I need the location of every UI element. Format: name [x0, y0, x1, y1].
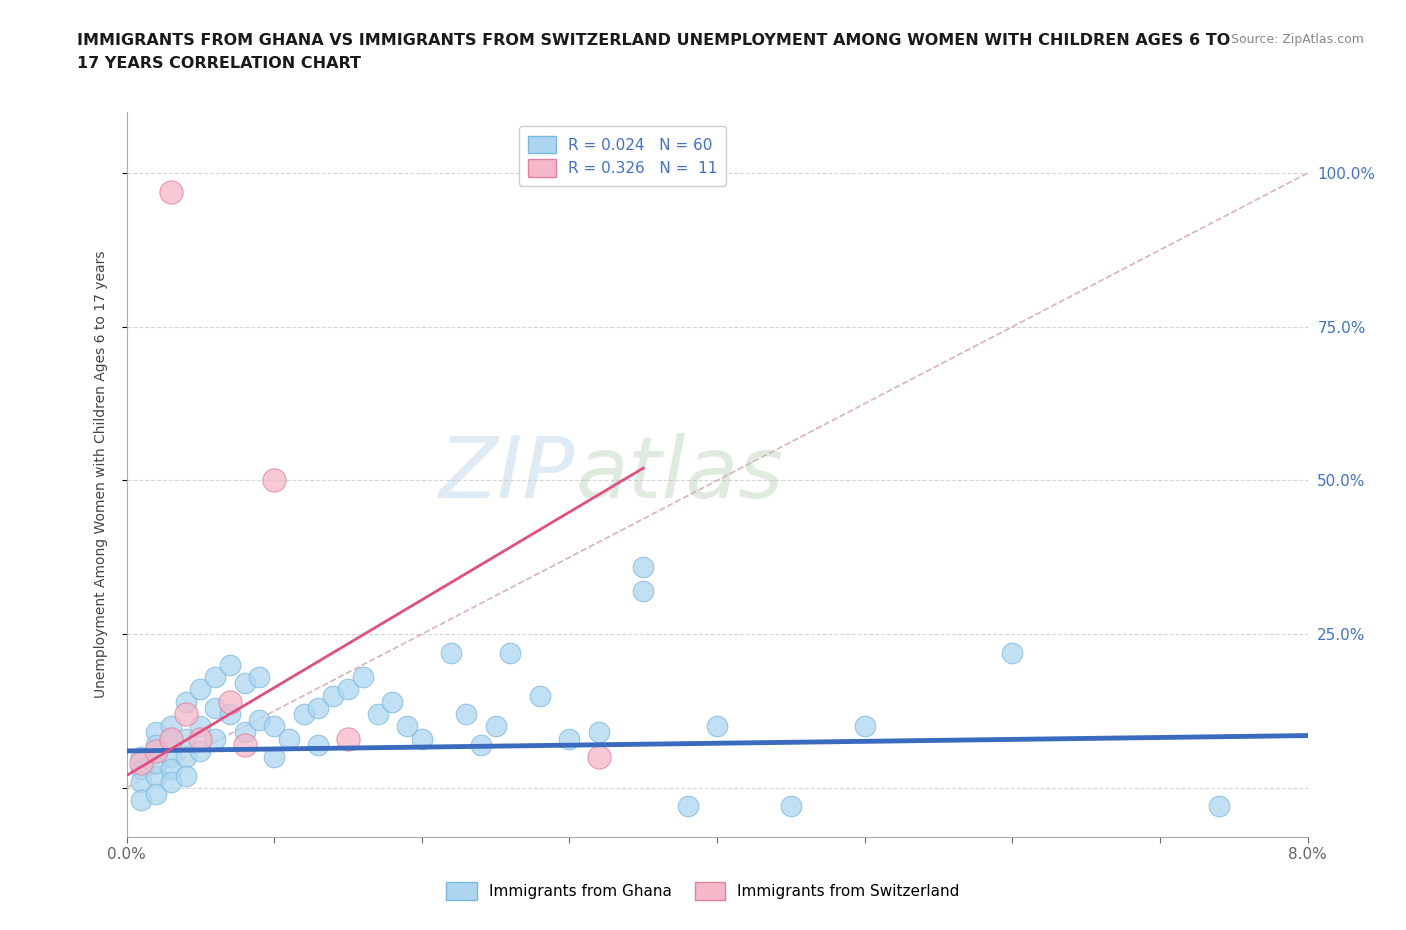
Text: ZIP: ZIP	[439, 432, 575, 516]
Point	[129, 750, 153, 764]
Point	[588, 750, 610, 764]
Point	[1001, 645, 1024, 660]
Point	[188, 731, 212, 746]
Point	[219, 707, 242, 722]
Point	[174, 707, 197, 722]
Legend: R = 0.024   N = 60, R = 0.326   N =  11: R = 0.024 N = 60, R = 0.326 N = 11	[519, 126, 727, 186]
Point	[188, 743, 212, 758]
Point	[160, 731, 183, 746]
Point	[484, 719, 508, 734]
Point	[633, 559, 655, 574]
Point	[558, 731, 581, 746]
Point	[396, 719, 419, 734]
Point	[278, 731, 301, 746]
Point	[145, 737, 167, 752]
Point	[160, 184, 183, 199]
Point	[633, 584, 655, 599]
Point	[204, 670, 226, 684]
Point	[337, 682, 360, 697]
Point	[676, 799, 699, 814]
Point	[145, 768, 167, 783]
Y-axis label: Unemployment Among Women with Children Ages 6 to 17 years: Unemployment Among Women with Children A…	[94, 250, 108, 698]
Legend: Immigrants from Ghana, Immigrants from Switzerland: Immigrants from Ghana, Immigrants from S…	[440, 876, 966, 906]
Point	[145, 725, 167, 740]
Point	[499, 645, 522, 660]
Point	[779, 799, 801, 814]
Point	[188, 682, 212, 697]
Point	[174, 731, 197, 746]
Point	[706, 719, 728, 734]
Point	[174, 750, 197, 764]
Point	[129, 792, 153, 807]
Point	[233, 737, 256, 752]
Point	[233, 725, 256, 740]
Point	[456, 707, 478, 722]
Point	[188, 719, 212, 734]
Text: IMMIGRANTS FROM GHANA VS IMMIGRANTS FROM SWITZERLAND UNEMPLOYMENT AMONG WOMEN WI: IMMIGRANTS FROM GHANA VS IMMIGRANTS FROM…	[77, 33, 1230, 47]
Text: 17 YEARS CORRELATION CHART: 17 YEARS CORRELATION CHART	[77, 56, 361, 71]
Point	[160, 719, 183, 734]
Point	[233, 676, 256, 691]
Point	[322, 688, 344, 703]
Point	[307, 737, 329, 752]
Point	[160, 750, 183, 764]
Point	[204, 731, 226, 746]
Text: atlas: atlas	[575, 432, 783, 516]
Point	[219, 695, 242, 710]
Point	[1208, 799, 1230, 814]
Point	[160, 731, 183, 746]
Point	[352, 670, 374, 684]
Point	[129, 775, 153, 790]
Point	[145, 756, 167, 771]
Point	[174, 695, 197, 710]
Point	[263, 750, 285, 764]
Point	[145, 743, 167, 758]
Point	[367, 707, 389, 722]
Point	[249, 712, 271, 727]
Point	[381, 695, 404, 710]
Point	[129, 762, 153, 777]
Point	[204, 700, 226, 715]
Point	[174, 768, 197, 783]
Point	[249, 670, 271, 684]
Point	[129, 756, 153, 771]
Point	[529, 688, 551, 703]
Point	[440, 645, 463, 660]
Point	[145, 743, 167, 758]
Point	[292, 707, 315, 722]
Point	[160, 762, 183, 777]
Point	[307, 700, 329, 715]
Point	[160, 775, 183, 790]
Point	[219, 658, 242, 672]
Point	[411, 731, 433, 746]
Text: Source: ZipAtlas.com: Source: ZipAtlas.com	[1230, 33, 1364, 46]
Point	[853, 719, 876, 734]
Point	[263, 719, 285, 734]
Point	[588, 725, 610, 740]
Point	[470, 737, 492, 752]
Point	[337, 731, 360, 746]
Point	[263, 473, 285, 488]
Point	[145, 787, 167, 802]
